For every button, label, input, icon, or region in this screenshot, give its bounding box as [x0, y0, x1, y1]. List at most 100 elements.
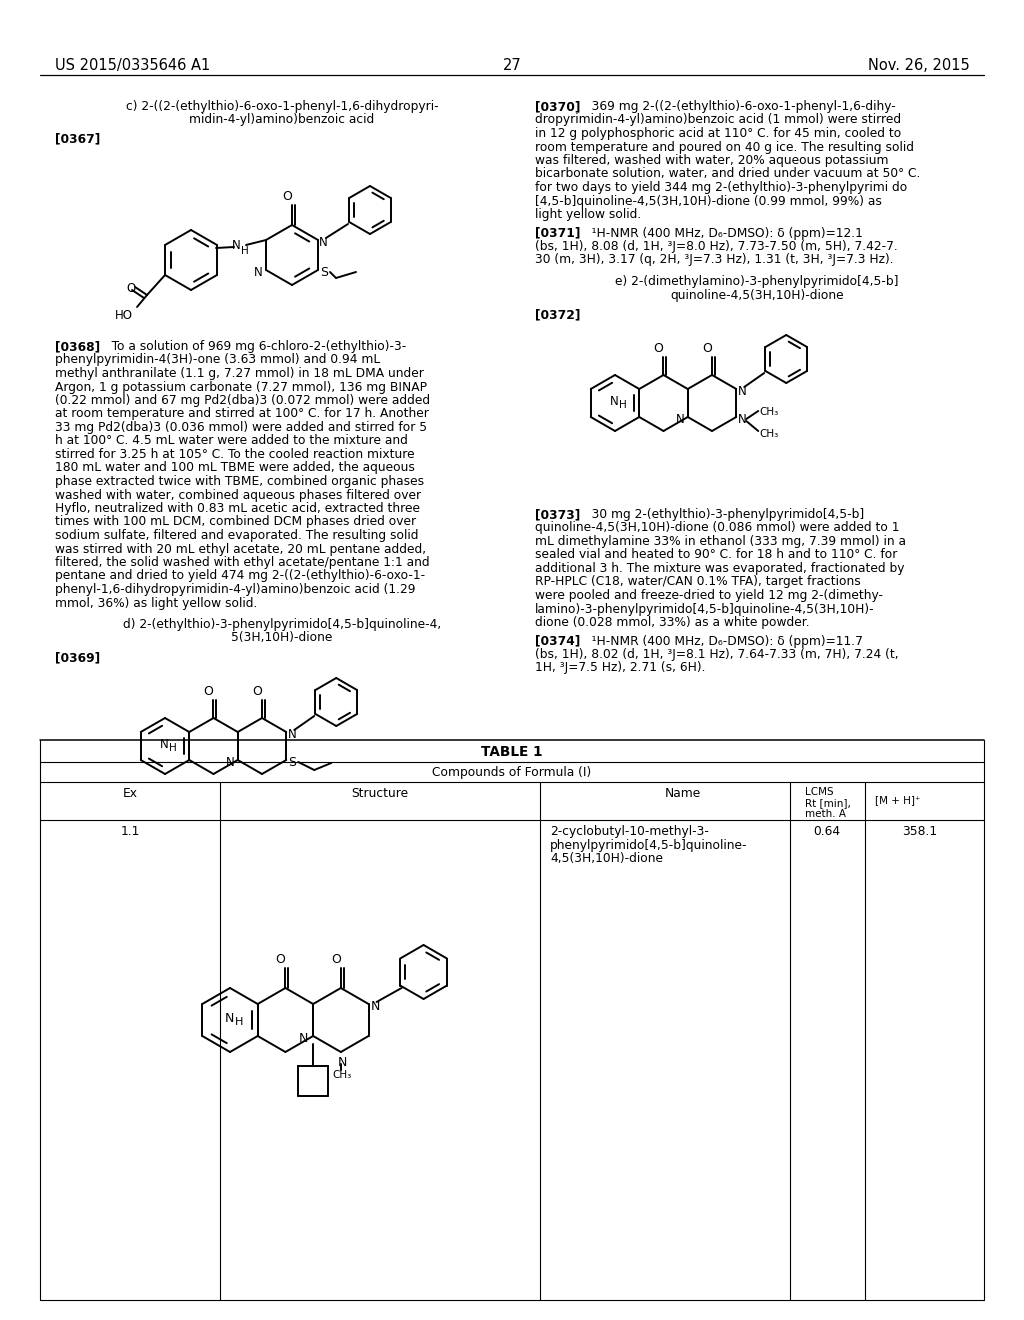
Text: [0368]: [0368]: [55, 341, 100, 352]
Text: was stirred with 20 mL ethyl acetate, 20 mL pentane added,: was stirred with 20 mL ethyl acetate, 20…: [55, 543, 426, 556]
Text: [0371]: [0371]: [535, 227, 581, 239]
Text: washed with water, combined aqueous phases filtered over: washed with water, combined aqueous phas…: [55, 488, 421, 502]
Text: phenylpyrimidin-4(3H)-one (3.63 mmol) and 0.94 mL: phenylpyrimidin-4(3H)-one (3.63 mmol) an…: [55, 354, 380, 367]
Text: Name: Name: [665, 787, 701, 800]
Text: Ex: Ex: [123, 787, 137, 800]
Text: O: O: [331, 953, 341, 966]
Text: additional 3 h. The mixture was evaporated, fractionated by: additional 3 h. The mixture was evaporat…: [535, 562, 904, 576]
Text: O: O: [702, 342, 712, 355]
Text: O: O: [282, 190, 292, 203]
Text: mmol, 36%) as light yellow solid.: mmol, 36%) as light yellow solid.: [55, 597, 257, 610]
Text: were pooled and freeze-dried to yield 12 mg 2-(dimethy-: were pooled and freeze-dried to yield 12…: [535, 589, 883, 602]
Text: H: H: [169, 743, 177, 752]
Text: Compounds of Formula (I): Compounds of Formula (I): [432, 766, 592, 779]
Text: dione (0.028 mmol, 33%) as a white powder.: dione (0.028 mmol, 33%) as a white powde…: [535, 616, 810, 630]
Text: [M + H]⁺: [M + H]⁺: [874, 795, 921, 805]
Text: N: N: [338, 1056, 347, 1069]
Text: 180 mL water and 100 mL TBME were added, the aqueous: 180 mL water and 100 mL TBME were added,…: [55, 462, 415, 474]
Text: [0370]: [0370]: [535, 100, 581, 114]
Text: (bs, 1H), 8.02 (d, 1H, ³J=8.1 Hz), 7.64-7.33 (m, 7H), 7.24 (t,: (bs, 1H), 8.02 (d, 1H, ³J=8.1 Hz), 7.64-…: [535, 648, 899, 661]
Text: O: O: [653, 342, 664, 355]
Text: [4,5-b]quinoline-4,5(3H,10H)-dione (0.99 mmol, 99%) as: [4,5-b]quinoline-4,5(3H,10H)-dione (0.99…: [535, 194, 882, 207]
Text: for two days to yield 344 mg 2-(ethylthio)-3-phenylpyrimi do: for two days to yield 344 mg 2-(ethylthi…: [535, 181, 907, 194]
Text: d) 2-(ethylthio)-3-phenylpyrimido[4,5-b]quinoline-4,: d) 2-(ethylthio)-3-phenylpyrimido[4,5-b]…: [123, 618, 441, 631]
Text: [0367]: [0367]: [55, 132, 100, 145]
Text: CH₃: CH₃: [759, 429, 778, 440]
Text: S: S: [319, 267, 328, 279]
Text: lamino)-3-phenylpyrimido[4,5-b]quinoline-4,5(3H,10H)-: lamino)-3-phenylpyrimido[4,5-b]quinoline…: [535, 602, 874, 615]
Text: h at 100° C. 4.5 mL water were added to the mixture and: h at 100° C. 4.5 mL water were added to …: [55, 434, 408, 447]
Text: 5(3H,10H)-dione: 5(3H,10H)-dione: [231, 631, 333, 644]
Text: c) 2-((2-(ethylthio)-6-oxo-1-phenyl-1,6-dihydropyri-: c) 2-((2-(ethylthio)-6-oxo-1-phenyl-1,6-…: [126, 100, 438, 114]
Text: e) 2-(dimethylamino)-3-phenylpyrimido[4,5-b]: e) 2-(dimethylamino)-3-phenylpyrimido[4,…: [615, 275, 899, 288]
Text: ¹H-NMR (400 MHz, D₆-DMSO): δ (ppm)=12.1: ¹H-NMR (400 MHz, D₆-DMSO): δ (ppm)=12.1: [580, 227, 863, 239]
Text: 33 mg Pd2(dba)3 (0.036 mmol) were added and stirred for 5: 33 mg Pd2(dba)3 (0.036 mmol) were added …: [55, 421, 427, 434]
Text: in 12 g polyphosphoric acid at 110° C. for 45 min, cooled to: in 12 g polyphosphoric acid at 110° C. f…: [535, 127, 901, 140]
Text: S: S: [288, 756, 296, 770]
Text: [0369]: [0369]: [55, 651, 100, 664]
Text: bicarbonate solution, water, and dried under vacuum at 50° C.: bicarbonate solution, water, and dried u…: [535, 168, 921, 181]
Text: H: H: [241, 246, 249, 256]
Text: Nov. 26, 2015: Nov. 26, 2015: [868, 58, 970, 73]
Text: N: N: [610, 395, 618, 408]
Text: 358.1: 358.1: [902, 825, 938, 838]
Text: 1.1: 1.1: [120, 825, 139, 838]
Text: 30 mg 2-(ethylthio)-3-phenylpyrimido[4,5-b]: 30 mg 2-(ethylthio)-3-phenylpyrimido[4,5…: [580, 508, 864, 521]
Text: LCMS: LCMS: [805, 787, 834, 797]
Text: ¹H-NMR (400 MHz, D₆-DMSO): δ (ppm)=11.7: ¹H-NMR (400 MHz, D₆-DMSO): δ (ppm)=11.7: [580, 635, 863, 648]
Text: dropyrimidin-4-yl)amino)benzoic acid (1 mmol) were stirred: dropyrimidin-4-yl)amino)benzoic acid (1 …: [535, 114, 901, 127]
Text: CH₃: CH₃: [759, 407, 778, 417]
Text: 0.64: 0.64: [813, 825, 841, 838]
Text: 4,5(3H,10H)-dione: 4,5(3H,10H)-dione: [550, 851, 663, 865]
Text: light yellow solid.: light yellow solid.: [535, 209, 641, 220]
Text: To a solution of 969 mg 6-chloro-2-(ethylthio)-3-: To a solution of 969 mg 6-chloro-2-(ethy…: [100, 341, 407, 352]
Text: phenyl-1,6-dihydropyrimidin-4-yl)amino)benzoic acid (1.29: phenyl-1,6-dihydropyrimidin-4-yl)amino)b…: [55, 583, 416, 597]
Text: O: O: [252, 685, 262, 698]
Text: quinoline-4,5(3H,10H)-dione: quinoline-4,5(3H,10H)-dione: [670, 289, 844, 301]
Text: phenylpyrimido[4,5-b]quinoline-: phenylpyrimido[4,5-b]quinoline-: [550, 838, 748, 851]
Text: N: N: [288, 729, 297, 741]
Text: times with 100 mL DCM, combined DCM phases dried over: times with 100 mL DCM, combined DCM phas…: [55, 516, 416, 528]
Text: sealed vial and heated to 90° C. for 18 h and to 110° C. for: sealed vial and heated to 90° C. for 18 …: [535, 549, 897, 561]
Text: Argon, 1 g potassium carbonate (7.27 mmol), 136 mg BINAP: Argon, 1 g potassium carbonate (7.27 mmo…: [55, 380, 427, 393]
Text: quinoline-4,5(3H,10H)-dione (0.086 mmol) were added to 1: quinoline-4,5(3H,10H)-dione (0.086 mmol)…: [535, 521, 899, 535]
Text: mL dimethylamine 33% in ethanol (333 mg, 7.39 mmol) in a: mL dimethylamine 33% in ethanol (333 mg,…: [535, 535, 906, 548]
Text: [0372]: [0372]: [535, 308, 581, 321]
Text: filtered, the solid washed with ethyl acetate/pentane 1:1 and: filtered, the solid washed with ethyl ac…: [55, 556, 430, 569]
Text: Hyflo, neutralized with 0.83 mL acetic acid, extracted three: Hyflo, neutralized with 0.83 mL acetic a…: [55, 502, 420, 515]
Text: methyl anthranilate (1.1 g, 7.27 mmol) in 18 mL DMA under: methyl anthranilate (1.1 g, 7.27 mmol) i…: [55, 367, 424, 380]
Text: N: N: [676, 413, 684, 426]
Text: at room temperature and stirred at 100° C. for 17 h. Another: at room temperature and stirred at 100° …: [55, 408, 429, 421]
Text: H: H: [618, 400, 627, 411]
Text: (bs, 1H), 8.08 (d, 1H, ³J=8.0 Hz), 7.73-7.50 (m, 5H), 7.42-7.: (bs, 1H), 8.08 (d, 1H, ³J=8.0 Hz), 7.73-…: [535, 240, 898, 253]
Text: CH₃: CH₃: [333, 1071, 352, 1080]
Text: N: N: [225, 1012, 234, 1026]
Text: 27: 27: [503, 58, 521, 73]
Text: N: N: [225, 756, 234, 770]
Text: 2-cyclobutyl-10-methyl-3-: 2-cyclobutyl-10-methyl-3-: [550, 825, 709, 838]
Text: meth. A: meth. A: [805, 809, 846, 818]
Text: (0.22 mmol) and 67 mg Pd2(dba)3 (0.072 mmol) were added: (0.22 mmol) and 67 mg Pd2(dba)3 (0.072 m…: [55, 393, 430, 407]
Text: 30 (m, 3H), 3.17 (q, 2H, ³J=7.3 Hz), 1.31 (t, 3H, ³J=7.3 Hz).: 30 (m, 3H), 3.17 (q, 2H, ³J=7.3 Hz), 1.3…: [535, 253, 894, 267]
Text: sodium sulfate, filtered and evaporated. The resulting solid: sodium sulfate, filtered and evaporated.…: [55, 529, 419, 543]
Text: was filtered, washed with water, 20% aqueous potassium: was filtered, washed with water, 20% aqu…: [535, 154, 889, 168]
Text: 369 mg 2-((2-(ethylthio)-6-oxo-1-phenyl-1,6-dihy-: 369 mg 2-((2-(ethylthio)-6-oxo-1-phenyl-…: [580, 100, 896, 114]
Text: [0374]: [0374]: [535, 635, 581, 648]
Text: N: N: [738, 385, 746, 399]
Text: O: O: [275, 953, 286, 966]
Text: N: N: [319, 236, 328, 249]
Text: Rt [min],: Rt [min],: [805, 799, 851, 808]
Text: N: N: [738, 413, 746, 426]
Text: stirred for 3.25 h at 105° C. To the cooled reaction mixture: stirred for 3.25 h at 105° C. To the coo…: [55, 447, 415, 461]
Text: [0373]: [0373]: [535, 508, 581, 521]
Text: O: O: [204, 685, 213, 698]
Text: midin-4-yl)amino)benzoic acid: midin-4-yl)amino)benzoic acid: [189, 114, 375, 127]
Text: N: N: [371, 1001, 380, 1012]
Text: N: N: [299, 1032, 308, 1045]
Text: room temperature and poured on 40 g ice. The resulting solid: room temperature and poured on 40 g ice.…: [535, 140, 914, 153]
Text: RP-HPLC (C18, water/CAN 0.1% TFA), target fractions: RP-HPLC (C18, water/CAN 0.1% TFA), targe…: [535, 576, 861, 589]
Text: O: O: [126, 282, 135, 294]
Text: Structure: Structure: [351, 787, 409, 800]
Text: pentane and dried to yield 474 mg 2-((2-(ethylthio)-6-oxo-1-: pentane and dried to yield 474 mg 2-((2-…: [55, 569, 425, 582]
Text: phase extracted twice with TBME, combined organic phases: phase extracted twice with TBME, combine…: [55, 475, 424, 488]
